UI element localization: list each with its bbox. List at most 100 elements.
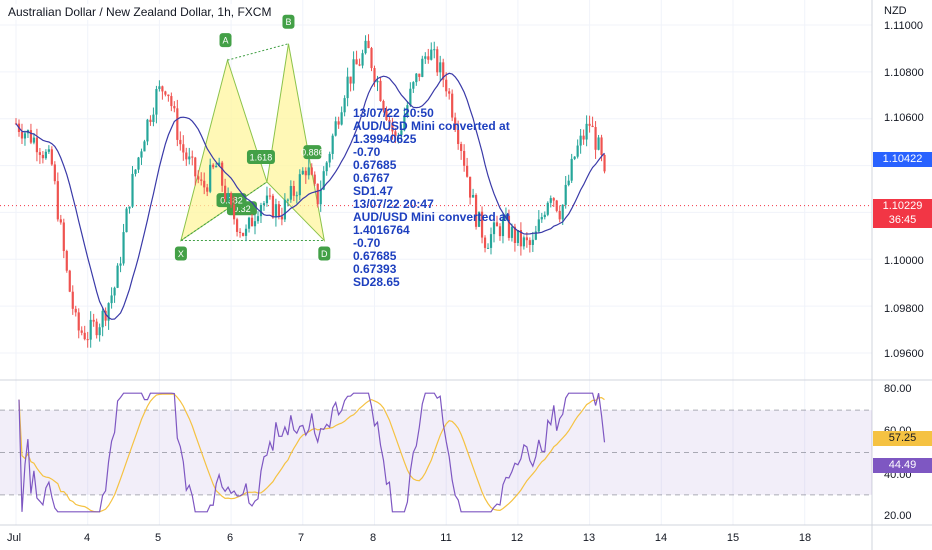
candle-body (352, 59, 355, 84)
candle-body (247, 217, 251, 229)
candle-body (588, 123, 591, 126)
candle-body (134, 169, 137, 174)
candle-body (292, 185, 295, 196)
candle-body (418, 73, 421, 77)
candle-body (197, 176, 200, 180)
candle-body (454, 117, 457, 130)
candle-body (158, 86, 161, 90)
candle-body (50, 149, 53, 165)
candle-body (394, 131, 397, 137)
pattern-tag-label: B (285, 17, 291, 27)
candle-body (549, 198, 552, 203)
candle-body (534, 231, 537, 240)
date-tick: 15 (726, 532, 740, 544)
pattern-tag-box (282, 14, 295, 29)
candle-body (20, 132, 24, 139)
candle-body (215, 165, 218, 168)
last-price-badge: 1.10229 (873, 199, 932, 214)
candle-body (337, 121, 340, 125)
rsi-badge: 44.49 (873, 458, 932, 473)
candle-body (182, 144, 185, 153)
candle-body (128, 206, 131, 209)
candle-body (361, 53, 364, 66)
candle-body (561, 204, 564, 220)
ma-line (15, 72, 605, 320)
candle-body (89, 319, 92, 340)
candle-body (301, 170, 304, 175)
annotation-line: 0.67685 (353, 249, 397, 263)
candle-body (164, 91, 167, 95)
candle-body (86, 339, 89, 341)
pattern-tag-box (318, 246, 331, 261)
candle-body (540, 217, 543, 220)
candle-body (403, 115, 406, 131)
candle-body (155, 89, 158, 115)
candle-body (397, 135, 400, 137)
candle-body (400, 130, 403, 136)
candle-body (23, 133, 27, 139)
candle-body (367, 40, 370, 49)
candle-body (68, 270, 71, 292)
candle-body (364, 40, 367, 54)
candle-body (38, 152, 41, 155)
candle-body (224, 185, 227, 200)
candle-body (283, 199, 286, 220)
annotation-line: 0.6767 (353, 171, 390, 185)
date-tick: 12 (510, 532, 524, 544)
pattern-tag-box (219, 33, 232, 48)
candle-body (424, 56, 427, 59)
candle-body (525, 237, 528, 241)
candle-body (179, 139, 182, 145)
date-tick: 11 (440, 532, 452, 544)
candle-body (373, 68, 376, 83)
price-tick: 1.10600 (884, 112, 924, 124)
rsi-ma-badge: 57.25 (873, 431, 932, 446)
candle-body (528, 240, 531, 245)
candle-body (436, 49, 439, 73)
candle-body (244, 228, 248, 236)
candle-body (137, 157, 140, 170)
candle-body (522, 237, 525, 247)
candle-body (218, 162, 221, 166)
candle-body (597, 137, 600, 150)
candle-body (62, 222, 65, 252)
candle-body (492, 222, 496, 235)
candle-body (585, 123, 588, 140)
candle-body (421, 58, 424, 77)
candle-body (415, 73, 418, 83)
candle-body (439, 62, 442, 73)
annotation-line: 13/07/22 20:50 (353, 106, 434, 120)
rsi-tick: 20.00 (884, 510, 912, 522)
candle-body (77, 312, 80, 331)
candle-body (477, 211, 481, 227)
candle-body (430, 49, 433, 60)
rsi-ma-line (18, 393, 605, 513)
candle-body (495, 222, 499, 227)
candle-body (483, 237, 487, 248)
candle-body (232, 204, 236, 220)
candle-body (382, 101, 385, 110)
candle-body (44, 151, 47, 159)
candle-body (173, 106, 176, 109)
candle-body (579, 135, 582, 146)
candle-body (370, 48, 373, 69)
candle-body (340, 112, 343, 125)
candle-body (325, 162, 328, 172)
candle-body (241, 232, 245, 236)
candle-body (603, 154, 606, 172)
pattern-tag-label: D (321, 249, 328, 259)
candle-body (591, 125, 594, 128)
candle-body (152, 114, 155, 123)
candle-body (322, 171, 325, 190)
candle-body (448, 91, 451, 94)
candle-body (149, 119, 152, 123)
candle-body (388, 119, 391, 123)
pattern-tag-box (174, 246, 187, 261)
candle-body (469, 176, 472, 198)
candle-body (570, 158, 573, 181)
chart-title: Australian Dollar / New Zealand Dollar, … (6, 4, 274, 20)
candle-body (146, 119, 149, 142)
candle-body (531, 239, 534, 245)
candle-body (433, 49, 436, 51)
